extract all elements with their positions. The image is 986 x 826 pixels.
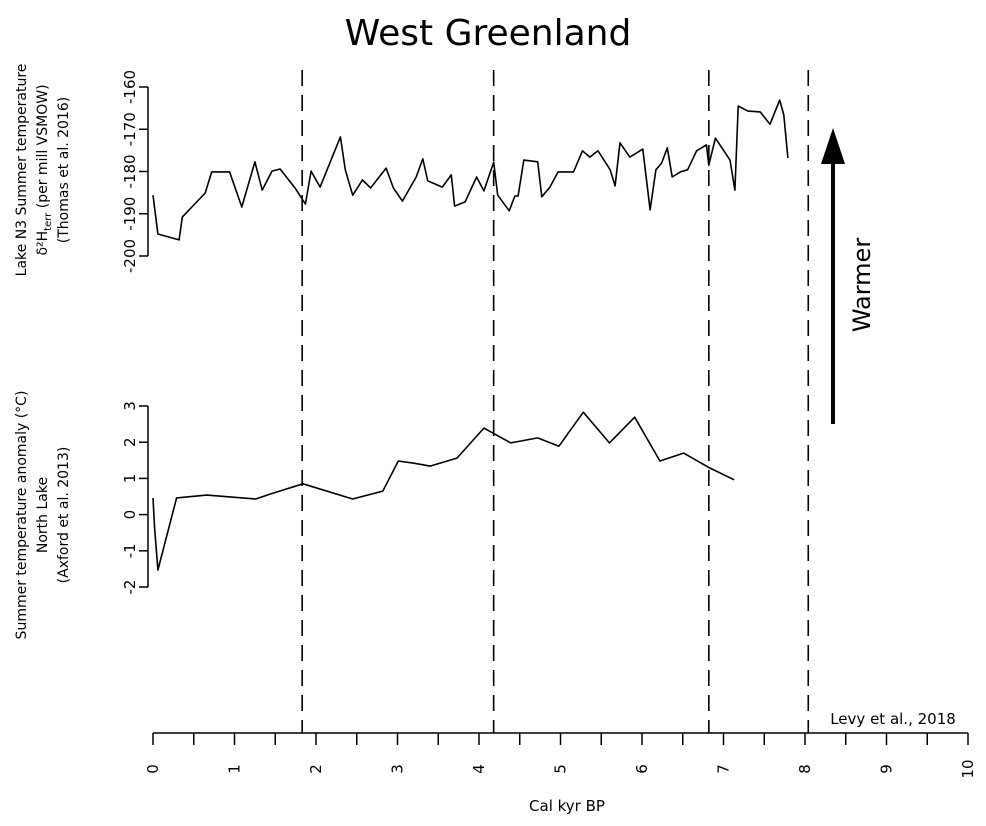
x-tick-label: 8: [796, 764, 814, 774]
x-tick-label: 0: [144, 764, 162, 774]
y-tick-label: 2: [121, 437, 139, 447]
x-tick-label: 3: [389, 764, 407, 774]
y-tick-label: 0: [121, 510, 139, 520]
x-tick-label: 6: [633, 764, 651, 774]
y-axis-label-sub: terr: [43, 212, 54, 231]
citation: Levy et al., 2018: [830, 710, 956, 728]
y-tick-label: -2: [121, 580, 139, 595]
data-line: [152, 411, 735, 571]
y-tick-label: -180: [121, 154, 139, 188]
y-axis-label-part: (per mill VSMOW): [35, 84, 51, 212]
x-tick-label: 9: [878, 764, 896, 774]
x-tick-label: 5: [552, 764, 570, 774]
x-tick-label: 2: [307, 764, 325, 774]
x-axis-label: Cal kyr BP: [529, 797, 605, 815]
x-tick-label: 4: [470, 764, 488, 774]
x-tick-label: 7: [715, 764, 733, 774]
y-axis-label: (Axford et al. 2013): [56, 447, 72, 584]
y-axis-label: Summer temperature anomaly (°C): [14, 391, 30, 640]
y-tick-label: -170: [121, 112, 139, 146]
x-tick-label: 1: [226, 764, 244, 774]
y-tick-label: -200: [121, 239, 139, 273]
warmer-arrow-head: [821, 128, 845, 164]
data-line: [152, 99, 789, 241]
y-axis-label-part: δ²H: [35, 231, 51, 256]
y-tick-label: -190: [121, 197, 139, 231]
y-axis-label: (Thomas et al. 2016): [56, 97, 72, 243]
y-axis-label: North Lake: [35, 477, 51, 553]
y-tick-label: -160: [121, 70, 139, 104]
y-axis-label: δ²Hterr (per mill VSMOW): [35, 84, 54, 255]
chart-title: West Greenland: [345, 13, 632, 54]
y-tick-label: 3: [121, 401, 139, 411]
y-tick-label: -1: [121, 543, 139, 558]
y-axis-label: Lake N3 Summer temperature: [14, 64, 30, 277]
warmer-label: Warmer: [848, 238, 876, 332]
y-tick-label: 1: [121, 474, 139, 484]
x-tick-label: 10: [959, 759, 977, 778]
